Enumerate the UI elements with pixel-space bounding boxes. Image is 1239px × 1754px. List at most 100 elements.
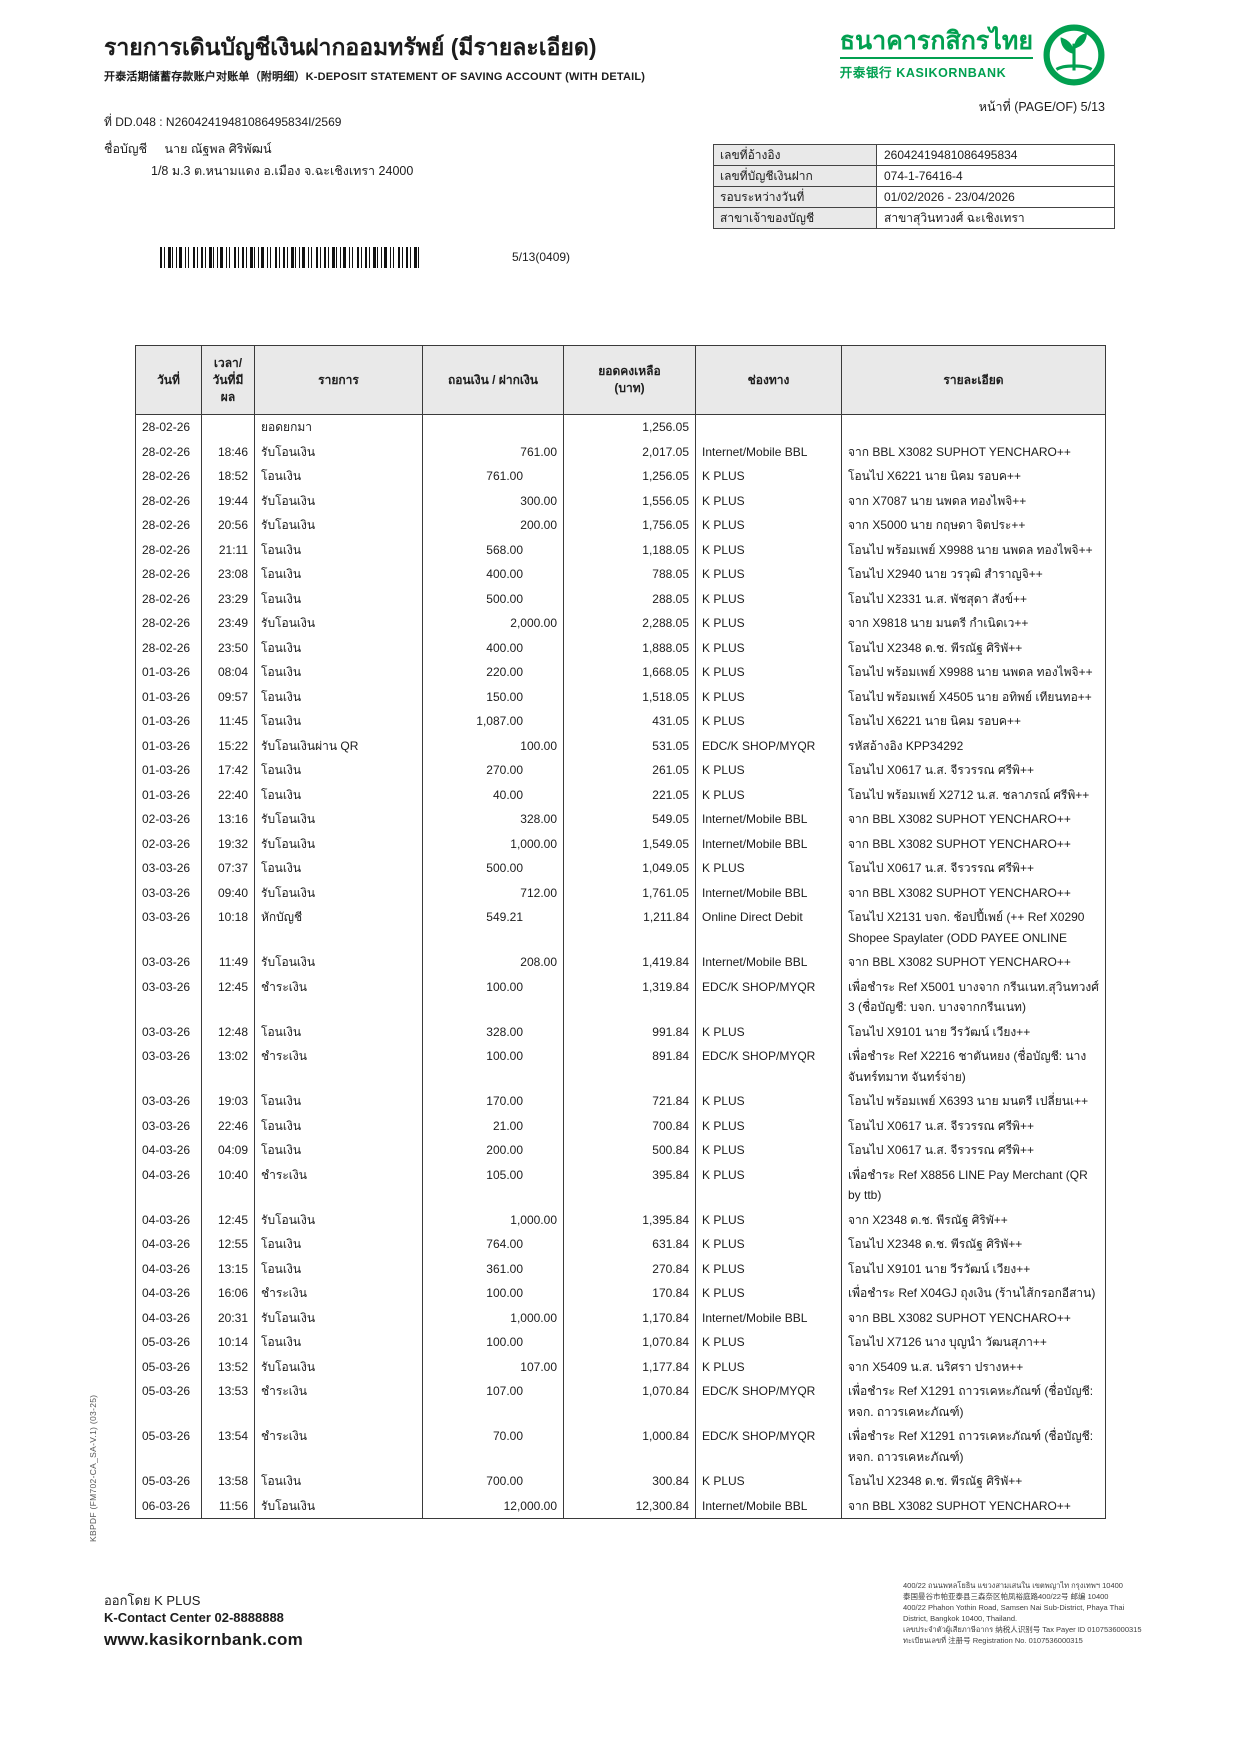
withdrawal-amount: 270.00: [486, 763, 523, 777]
cell-channel: K PLUS: [695, 562, 842, 587]
cell-balance: 1,419.84: [563, 950, 696, 975]
cell-amount: 107.00: [422, 1379, 564, 1424]
cell-channel: Online Direct Debit: [695, 905, 842, 950]
withdrawal-amount: 100.00: [486, 1335, 523, 1349]
withdrawal-amount: 361.00: [486, 1261, 523, 1276]
column-header-time-line2: วันที่มีผล: [212, 372, 244, 404]
transaction-row: 03-03-26 09:40 รับโอนเงิน 712.00 1,761.05 Int…: [135, 880, 1106, 905]
withdrawal-amount: 150.00: [486, 689, 523, 704]
cell-detail: โอนไป พร้อมเพย์ X6393 นาย มนตรี เปลี่ยนเ…: [841, 1089, 1106, 1114]
cell-description: โอนเงิน: [254, 586, 423, 611]
cell-description: โอนเงิน: [254, 1113, 423, 1138]
deposit-amount: 100.00: [520, 738, 557, 753]
cell-amount: 2,000.00: [422, 611, 564, 636]
cell-channel: K PLUS: [695, 1207, 842, 1232]
cell-time: 22:40: [201, 782, 255, 807]
cell-channel: Internet/Mobile BBL: [695, 831, 842, 856]
cell-time: 20:56: [201, 513, 255, 538]
cell-description: ชำระเงิน: [254, 1281, 423, 1306]
cell-detail: จาก BBL X3082 SUPHOT YENCHARO++: [841, 950, 1106, 975]
cell-balance: 631.84: [563, 1232, 696, 1257]
cell-description: รับโอนเงิน: [254, 439, 423, 464]
transaction-row: 04-03-26 10:40 ชำระเงิน 105.00 395.84 K PLUS เ…: [135, 1162, 1106, 1208]
cell-detail: เพื่อชำระ Ref X5001 บางจาก กรีนเนท.สุวิน…: [841, 974, 1106, 1020]
cell-description: โอนเงิน: [254, 758, 423, 783]
cell-balance: 1,177.84: [563, 1354, 696, 1379]
cell-date: 03-03-26: [135, 974, 202, 1020]
cell-amount: 328.00: [422, 807, 564, 832]
barcode: [160, 247, 422, 268]
account-name-label: ชื่อบัญชี: [104, 142, 148, 156]
cell-description: โอนเงิน: [254, 1256, 423, 1281]
withdrawal-amount: 700.00: [486, 1474, 523, 1488]
cell-detail: จาก BBL X3082 SUPHOT YENCHARO++: [841, 439, 1106, 464]
cell-description: โอนเงิน: [254, 1138, 423, 1163]
cell-detail: โอนไป X2348 ด.ช. พีรณัฐ ศิริพั++: [841, 635, 1106, 660]
page-title: รายการเดินบัญชีเงินฝากออมทรัพย์ (มีรายละ…: [104, 34, 597, 60]
cell-detail: เพื่อชำระ Ref X8856 LINE Pay Merchant (Q…: [841, 1162, 1106, 1208]
transaction-row: 01-03-26 22:40 โอนเงิน 40.00 221.05 K PLUS โอน…: [135, 782, 1106, 807]
cell-date: 03-03-26: [135, 1044, 202, 1089]
account-number-value: 074-1-76416-4: [884, 169, 963, 183]
transaction-row: 03-03-26 22:46 โอนเงิน 21.00 700.84 K PLUS โอน…: [135, 1113, 1106, 1138]
deposit-amount: 761.00: [520, 444, 557, 459]
cell-date: 28-02-26: [135, 488, 202, 513]
withdrawal-amount: 500.00: [486, 591, 523, 606]
cell-balance: 1,518.05: [563, 684, 696, 709]
deposit-amount: 200.00: [520, 518, 557, 532]
cell-channel: K PLUS: [695, 660, 842, 685]
cell-amount: 105.00: [422, 1162, 564, 1208]
cell-channel: K PLUS: [695, 1232, 842, 1257]
transaction-row: 05-03-26 13:53 ชำระเงิน 107.00 1,070.84 EDC/K…: [135, 1379, 1106, 1424]
cell-balance: 1,070.84: [563, 1379, 696, 1424]
transaction-row: 05-03-26 13:58 โอนเงิน 700.00 300.84 K PLUS โอ…: [135, 1469, 1106, 1494]
transaction-row: 03-03-26 10:18 หักบัญชี 549.21 1,211.84 Onlin…: [135, 905, 1106, 950]
cell-description: โอนเงิน: [254, 684, 423, 709]
cell-detail: โอนไป X9101 นาย วีรวัฒน์ เวียง++: [841, 1256, 1106, 1281]
cell-description: โอนเงิน: [254, 464, 423, 489]
cell-amount: 549.21: [422, 905, 564, 950]
cell-amount: 100.00: [422, 733, 564, 758]
cell-amount: 400.00: [422, 562, 564, 587]
cell-date: 06-03-26: [135, 1493, 202, 1519]
withdrawal-amount: 328.00: [486, 1024, 523, 1039]
cell-amount: [422, 414, 564, 440]
cell-channel: K PLUS: [695, 611, 842, 636]
cell-channel: K PLUS: [695, 709, 842, 734]
cell-balance: 1,256.05: [563, 464, 696, 489]
transaction-row: 03-03-26 12:45 ชำระเงิน 100.00 1,319.84 EDC/K…: [135, 974, 1106, 1020]
cell-date: 28-02-26: [135, 611, 202, 636]
cell-balance: 270.84: [563, 1256, 696, 1281]
bank-name-thai: ธนาคารกสิกรไทย: [839, 27, 1033, 55]
period-label: รอบระหว่างวันที่: [714, 187, 877, 207]
cell-channel: K PLUS: [695, 635, 842, 660]
transaction-row: 04-03-26 12:45 รับโอนเงิน 1,000.00 1,395.84 K…: [135, 1207, 1106, 1232]
cell-description: รับโอนเงิน: [254, 1493, 423, 1519]
cell-channel: K PLUS: [695, 488, 842, 513]
withdrawal-amount: 400.00: [486, 640, 523, 655]
cell-detail: จาก BBL X3082 SUPHOT YENCHARO++: [841, 880, 1106, 905]
cell-channel: EDC/K SHOP/MYQR: [695, 974, 842, 1020]
cell-detail: โอนไป พร้อมเพย์ X4505 นาย อทิพย์ เทียนทอ…: [841, 684, 1106, 709]
cell-detail: โอนไป X9101 นาย วีรวัฒน์ เวียง++: [841, 1019, 1106, 1044]
cell-detail: จาก X7087 นาย นพดล ทองไพจิ++: [841, 488, 1106, 513]
cell-balance: 1,211.84: [563, 905, 696, 950]
cell-amount: 200.00: [422, 513, 564, 538]
cell-description: โอนเงิน: [254, 537, 423, 562]
cell-balance: 1,070.84: [563, 1330, 696, 1355]
cell-channel: Internet/Mobile BBL: [695, 950, 842, 975]
deposit-amount: 712.00: [520, 885, 557, 900]
cell-detail: โอนไป X2131 บจก. ช้อปปี้เพย์ (++ Ref X02…: [841, 905, 1106, 950]
footer-website: www.kasikornbank.com: [104, 1630, 304, 1649]
transaction-row: 05-03-26 13:54 ชำระเงิน 70.00 1,000.84 EDC/K …: [135, 1424, 1106, 1469]
withdrawal-amount: 100.00: [486, 1286, 523, 1300]
cell-description: โอนเงิน: [254, 1089, 423, 1114]
cell-detail: จาก X5000 นาย กฤษดา จิตประ++: [841, 513, 1106, 538]
deposit-amount: 12,000.00: [503, 1498, 557, 1513]
deposit-amount: 1,000.00: [510, 1212, 557, 1227]
cell-date: 05-03-26: [135, 1330, 202, 1355]
cell-description: ชำระเงิน: [254, 974, 423, 1020]
cell-amount: 700.00: [422, 1469, 564, 1494]
cell-channel: EDC/K SHOP/MYQR: [695, 1044, 842, 1089]
cell-balance: 261.05: [563, 758, 696, 783]
